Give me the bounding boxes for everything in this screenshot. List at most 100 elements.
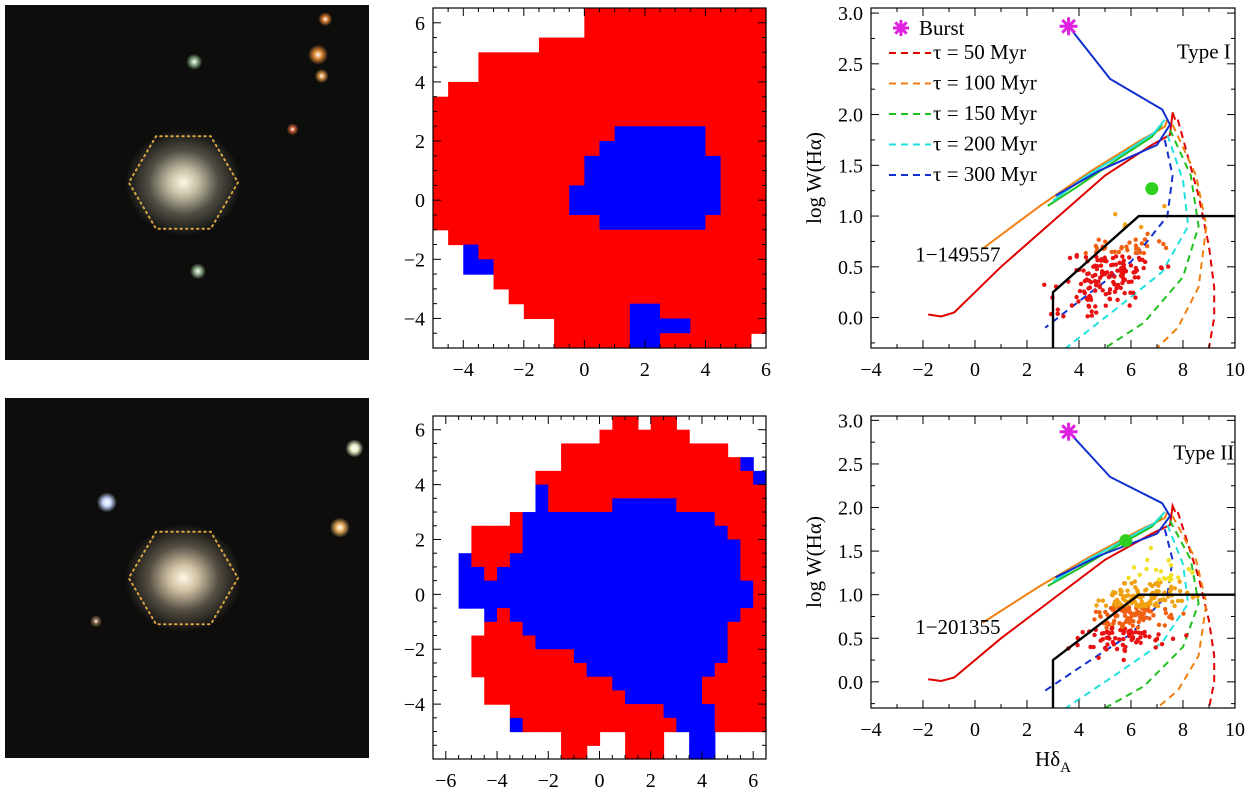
red-pixel [569,214,585,231]
red-pixel [433,170,449,186]
x-tick-label: 6 [1126,359,1136,381]
red-pixel [675,333,691,349]
red-pixel [561,498,575,513]
exp-track-line-3 [1065,524,1190,708]
red-pixel [735,244,752,260]
blue-pixel [599,594,613,609]
blue-pixel [535,539,549,554]
red-pixel [463,229,480,246]
red-pixel [637,704,652,719]
red-pixel [705,8,722,24]
spaxel-point [1104,625,1109,630]
red-pixel [599,126,616,142]
spaxel-point [1112,289,1118,295]
x-tick-label: 4 [697,770,707,792]
blue-pixel [484,580,498,595]
blue-pixel [714,566,729,582]
red-pixel [705,126,722,142]
x-tick-label: 10 [1225,359,1245,381]
red-pixel [663,484,677,499]
red-pixel [612,416,626,431]
spaxel-point [1113,212,1118,217]
blue-pixel [689,539,703,554]
blue-pixel [660,155,676,172]
spaxel-point [1112,635,1118,641]
spaxel-point [1138,635,1143,640]
red-pixel [561,470,575,486]
red-pixel [637,457,652,472]
red-pixel [538,303,555,320]
red-pixel [561,676,575,691]
blue-pixel [690,214,707,231]
spaxel-point [1123,269,1128,274]
red-pixel [720,155,737,172]
red-pixel [508,52,525,68]
red-pixel [599,470,613,486]
red-pixel [535,662,549,678]
red-pixel [705,244,722,260]
red-pixel [660,288,676,305]
red-pixel [554,185,570,201]
spaxel-point [1074,254,1079,259]
blue-pixel [714,539,729,554]
blue-pixel [676,525,690,541]
spaxel-point [1151,613,1156,618]
blue-pixel [637,635,652,650]
spaxel-point [1100,636,1105,642]
red-pixel [478,111,495,127]
red-pixel [561,662,575,678]
red-pixel [599,52,616,68]
red-pixel [740,690,754,705]
blue-pixel [675,126,691,142]
spaxel-point [1133,237,1138,242]
red-pixel [471,635,485,650]
blue-pixel [586,539,601,554]
spaxel-point [1157,597,1162,603]
blue-pixel [458,594,473,609]
spaxel-point [1093,272,1098,278]
blue-pixel [463,259,480,275]
spaxel-point [1148,598,1153,604]
red-pixel [554,229,570,246]
blue-pixel [727,566,741,582]
blue-pixel [663,566,677,582]
red-pixel [433,200,449,216]
red-pixel [586,690,601,705]
blue-pixel [548,621,562,637]
spaxel-point [1104,258,1109,264]
spaxel-point [1136,255,1142,261]
blue-pixel [586,566,601,582]
red-pixel [714,498,729,513]
spaxel-point [1169,572,1174,578]
y-tick-label: −2 [404,249,425,271]
red-pixel [740,649,754,664]
red-pixel [727,662,741,678]
star-1 [308,44,329,65]
red-pixel [625,470,639,486]
type-label: Type II [1173,441,1234,465]
red-pixel [448,111,464,127]
blue-pixel [676,662,690,678]
blue-pixel [644,185,661,201]
red-pixel [493,244,510,260]
x-tick-label: 0 [595,770,605,792]
spaxel-point [1099,269,1105,274]
red-pixel [690,96,707,113]
exp-track-line-3 [1065,134,1190,348]
galaxy-image-1-149557 [5,5,369,360]
blue-pixel [740,580,754,595]
map-panel-top: −4 −2 0 2 4 6 −4 −2 0 2 4 6 [385,0,780,388]
red-pixel [554,141,570,157]
spaxel-point [1114,286,1119,291]
red-pixel [535,470,549,486]
blue-pixel [689,580,703,595]
red-pixel [569,126,585,142]
blue-pixel [586,594,601,609]
red-pixel [599,484,613,499]
blue-pixel [701,566,716,582]
red-pixel [493,259,510,275]
spaxel-point [1138,640,1143,645]
red-pixel [614,244,631,260]
blue-pixel [753,470,767,486]
red-pixel [750,81,767,98]
